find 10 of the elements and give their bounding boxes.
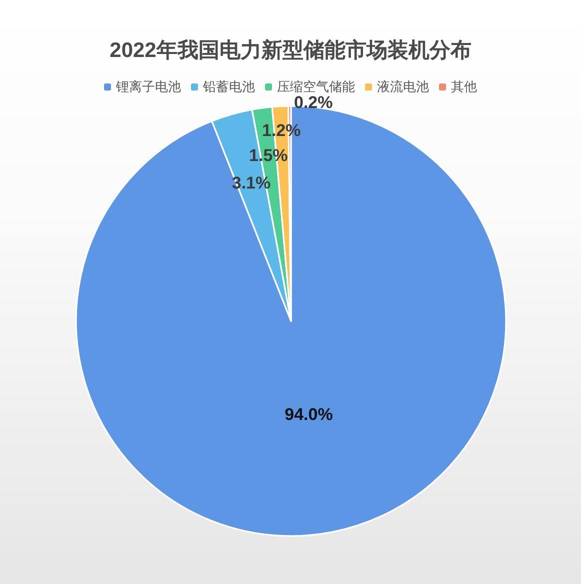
data-label: 1.5% [249,146,288,165]
legend-label: 液流电池 [377,79,429,94]
chart-title: 2022年我国电力新型储能市场装机分布 [110,39,472,62]
data-label: 0.2% [294,93,333,112]
legend-label: 锂离子电池 [116,79,181,94]
data-label: 1.2% [262,120,301,140]
legend-label: 铅蓄电池 [203,79,255,94]
legend-label: 其他 [451,79,477,94]
data-label: 94.0% [284,404,333,424]
legend-label: 压缩空气储能 [277,79,355,94]
